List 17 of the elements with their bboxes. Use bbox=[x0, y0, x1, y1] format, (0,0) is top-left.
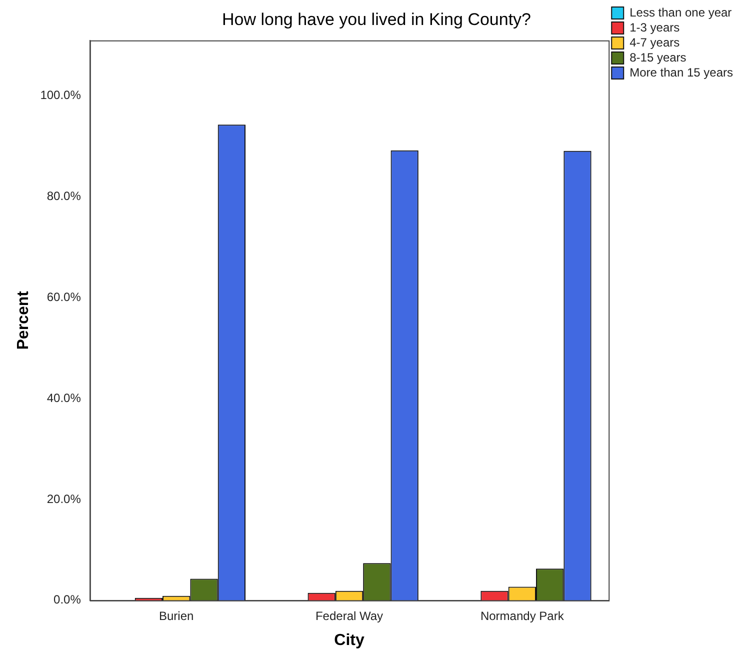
chart-title: How long have you lived in King County? bbox=[222, 10, 532, 29]
legend-label: 8-15 years bbox=[630, 50, 686, 64]
legend-label: Less than one year bbox=[630, 5, 732, 20]
x-tick-label: Normandy Park bbox=[480, 608, 565, 623]
x-tick-label: Burien bbox=[159, 608, 194, 623]
y-tick-label: 100.0% bbox=[40, 88, 82, 102]
y-tick-label: 20.0% bbox=[46, 492, 82, 506]
legend-label: 1-3 years bbox=[630, 20, 680, 34]
y-tick-label: 0.0% bbox=[54, 592, 82, 607]
y-axis-title: Percent bbox=[15, 290, 32, 350]
x-axis-title: City bbox=[334, 632, 364, 649]
y-tick-label: 60.0% bbox=[46, 290, 82, 304]
legend-label: 4-7 years bbox=[630, 35, 680, 50]
y-tick-label: 80.0% bbox=[46, 189, 82, 204]
y-tick-label: 40.0% bbox=[46, 390, 82, 405]
legend-label: More than 15 years bbox=[630, 65, 733, 80]
x-tick-label: Federal Way bbox=[315, 608, 384, 623]
